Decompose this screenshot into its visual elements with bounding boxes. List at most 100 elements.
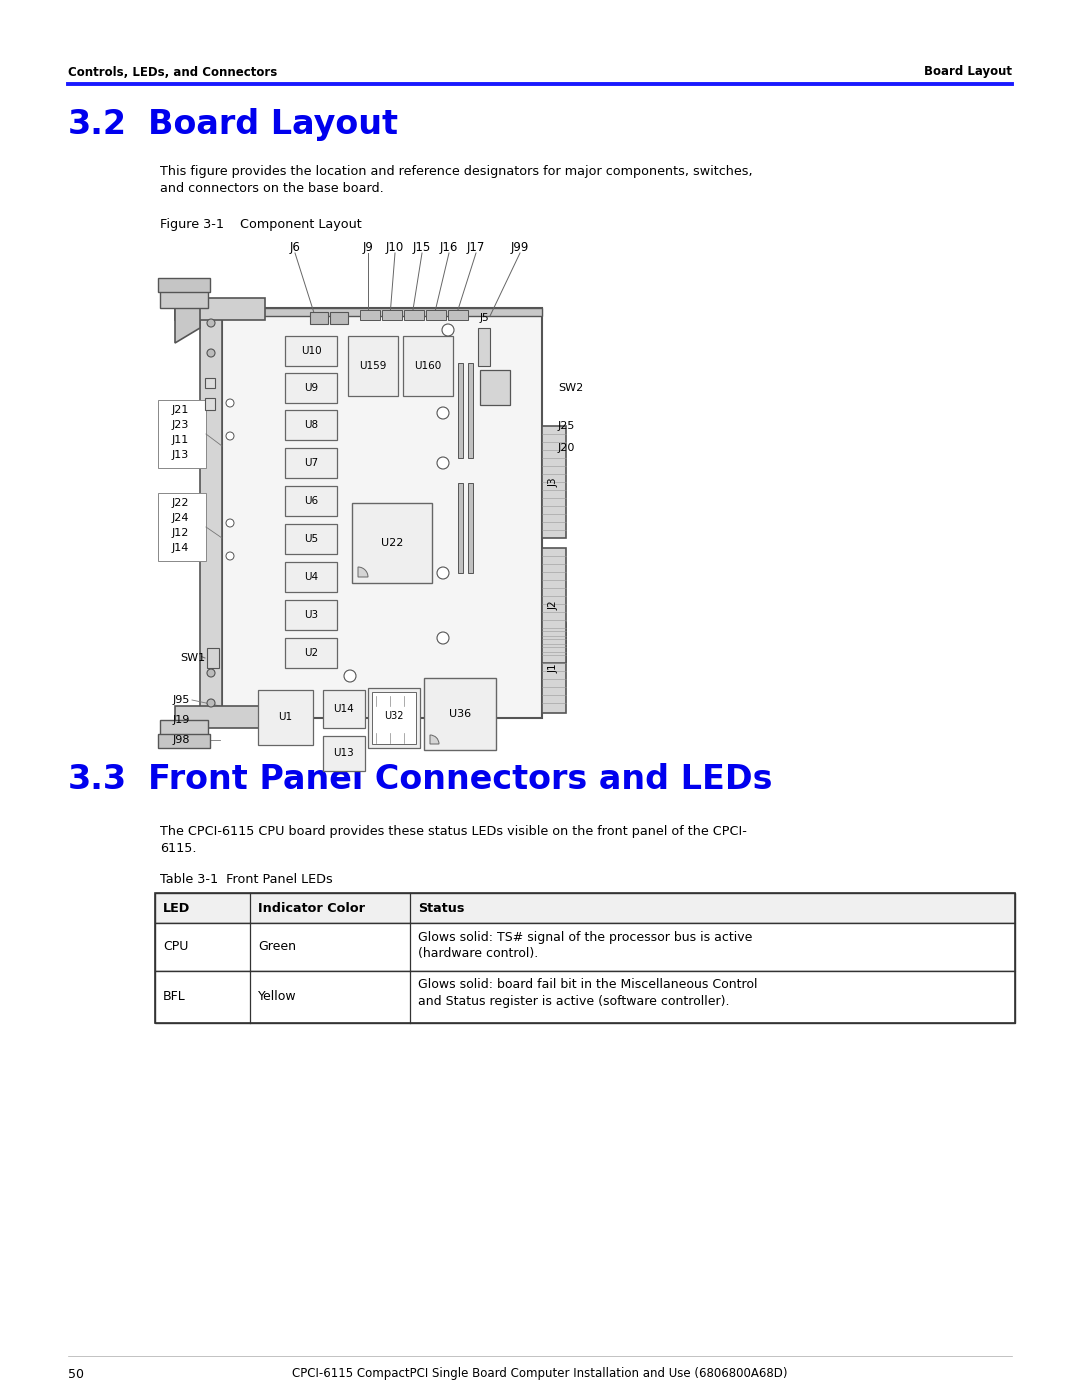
Text: J12: J12	[172, 528, 189, 538]
Text: 3.2: 3.2	[68, 108, 127, 141]
Circle shape	[437, 567, 449, 578]
Bar	[480, 370, 510, 405]
Bar	[285, 486, 337, 515]
Text: U160: U160	[415, 360, 442, 372]
Text: U4: U4	[303, 571, 319, 583]
Text: U13: U13	[334, 747, 354, 759]
Text: Controls, LEDs, and Connectors: Controls, LEDs, and Connectors	[68, 66, 278, 78]
Bar	[468, 483, 473, 573]
Text: BFL: BFL	[163, 990, 186, 1003]
Text: J25: J25	[558, 420, 576, 432]
Bar	[158, 400, 206, 468]
Text: 50: 50	[68, 1368, 84, 1380]
Circle shape	[207, 669, 215, 678]
Bar	[323, 690, 365, 728]
Text: J22: J22	[172, 497, 189, 509]
Text: Glows solid: board fail bit in the Miscellaneous Control: Glows solid: board fail bit in the Misce…	[418, 978, 757, 992]
Text: U8: U8	[303, 420, 319, 430]
Text: U14: U14	[334, 704, 354, 714]
Text: U7: U7	[303, 458, 319, 468]
Bar	[156, 923, 1015, 971]
Text: U159: U159	[360, 360, 387, 372]
Bar	[360, 310, 380, 320]
Text: J23: J23	[172, 420, 189, 430]
Circle shape	[226, 552, 234, 560]
Bar	[285, 373, 337, 402]
Bar	[207, 648, 219, 668]
Text: J13: J13	[172, 450, 189, 460]
Text: J1: J1	[549, 664, 559, 673]
Polygon shape	[175, 298, 200, 344]
Bar	[222, 307, 542, 718]
Text: and connectors on the base board.: and connectors on the base board.	[160, 182, 383, 196]
Bar	[478, 328, 490, 366]
Text: Glows solid: TS# signal of the processor bus is active: Glows solid: TS# signal of the processor…	[418, 930, 753, 943]
Circle shape	[226, 400, 234, 407]
Text: J17: J17	[467, 242, 485, 254]
Text: Green: Green	[258, 940, 296, 954]
Bar	[542, 548, 566, 664]
Text: J20: J20	[558, 443, 576, 453]
Text: J5: J5	[480, 313, 489, 323]
Bar	[285, 524, 337, 555]
Bar	[156, 893, 1015, 1023]
Bar	[158, 733, 210, 747]
Wedge shape	[357, 567, 368, 577]
Bar	[382, 310, 402, 320]
Text: SW1: SW1	[180, 652, 205, 664]
Bar	[542, 623, 566, 712]
Bar	[158, 278, 210, 292]
Text: J99: J99	[511, 242, 529, 254]
Bar	[448, 310, 468, 320]
Bar	[424, 678, 496, 750]
Text: J3: J3	[549, 478, 559, 486]
Text: J21: J21	[172, 405, 189, 415]
Bar	[323, 736, 365, 771]
Circle shape	[207, 319, 215, 327]
Text: J19: J19	[173, 715, 190, 725]
Text: J11: J11	[172, 434, 189, 446]
Text: J14: J14	[172, 543, 189, 553]
Bar	[156, 893, 1015, 923]
Bar	[205, 398, 215, 409]
Bar	[468, 363, 473, 458]
Text: J2: J2	[549, 601, 559, 610]
Circle shape	[437, 631, 449, 644]
Text: J24: J24	[172, 513, 189, 522]
Text: J98: J98	[173, 735, 190, 745]
Bar	[426, 310, 446, 320]
Text: U36: U36	[449, 710, 471, 719]
Bar	[404, 310, 424, 320]
Bar	[160, 291, 208, 307]
Text: U5: U5	[303, 534, 319, 543]
Text: Table 3-1  Front Panel LEDs: Table 3-1 Front Panel LEDs	[160, 873, 333, 886]
Text: 3.3: 3.3	[68, 763, 127, 796]
Text: The CPCI-6115 CPU board provides these status LEDs visible on the front panel of: The CPCI-6115 CPU board provides these s…	[160, 826, 747, 838]
Bar	[372, 692, 416, 745]
Text: Status: Status	[418, 901, 464, 915]
Bar	[285, 638, 337, 668]
Text: J15: J15	[413, 242, 431, 254]
Bar	[348, 337, 399, 395]
Text: This figure provides the location and reference designators for major components: This figure provides the location and re…	[160, 165, 753, 177]
Bar	[160, 719, 208, 736]
Text: CPU: CPU	[163, 940, 188, 954]
Bar	[352, 503, 432, 583]
Bar	[156, 971, 1015, 1023]
Bar	[310, 312, 328, 324]
Circle shape	[207, 698, 215, 707]
Bar	[458, 483, 463, 573]
Bar	[368, 687, 420, 747]
Text: Figure 3-1    Component Layout: Figure 3-1 Component Layout	[160, 218, 362, 231]
Bar	[285, 599, 337, 630]
Bar	[542, 426, 566, 538]
Bar	[330, 312, 348, 324]
Bar	[285, 337, 337, 366]
Bar	[175, 298, 265, 320]
Bar	[258, 690, 313, 745]
Text: U22: U22	[381, 538, 403, 548]
Text: Board Layout: Board Layout	[924, 66, 1012, 78]
Text: U1: U1	[278, 712, 292, 722]
Text: Indicator Color: Indicator Color	[258, 901, 365, 915]
Bar	[200, 316, 222, 710]
